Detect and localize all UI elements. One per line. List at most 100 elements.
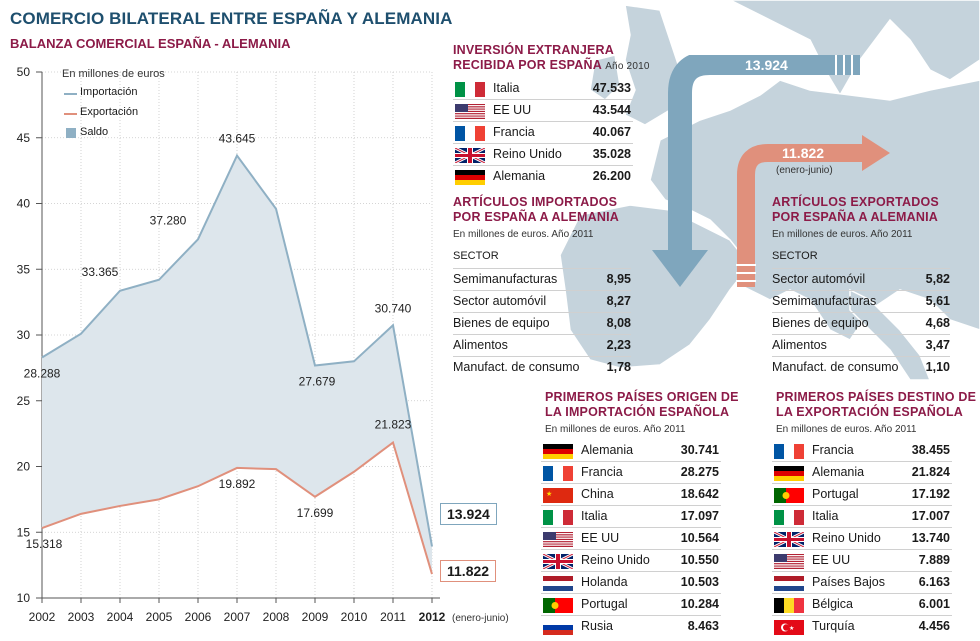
country-name: Francia [812, 443, 854, 457]
table-row: Reino Unido 10.550 [541, 550, 721, 572]
uk-flag [773, 530, 805, 549]
import-line [41, 153, 433, 547]
country-value: 26.200 [592, 169, 631, 183]
country-name: Italia [493, 81, 520, 95]
usa-flag [543, 532, 573, 547]
x-tick-label: 2003 [68, 610, 95, 624]
country-value: 6.163 [918, 575, 950, 589]
table-row: Bienes de equipo 4,68 [772, 313, 950, 335]
export-arrowhead [862, 135, 890, 171]
country-name: Italia [581, 509, 608, 523]
table-row: Francia 40.067 [453, 122, 633, 144]
belgium-flag [774, 598, 804, 613]
data-label: 21.823 [375, 418, 412, 432]
origen-title-line1: PRIMEROS PAÍSES ORIGEN DE [545, 390, 739, 404]
table-row: Portugal 17.192 [772, 484, 952, 506]
country-name: Países Bajos [812, 575, 885, 589]
svg-text:★: ★ [546, 490, 552, 498]
x-tick-label: 2012 [419, 610, 446, 624]
x-tick-label: 2004 [107, 610, 134, 624]
sector-name: Sector automóvil [772, 272, 866, 286]
inversion-note: Año 2010 [605, 61, 650, 72]
data-label: 17.699 [297, 506, 334, 520]
data-label: 27.679 [299, 375, 336, 389]
sector-value: 5,82 [925, 272, 950, 286]
table-row: Francia 28.275 [541, 462, 721, 484]
origen-note: En millones de euros. Año 2011 [545, 424, 686, 435]
data-label: 30.740 [375, 301, 412, 315]
import-arrow [668, 55, 860, 250]
table-row: EE UU 7.889 [772, 550, 952, 572]
chart-unit-label: En millones de euros [62, 68, 165, 80]
x-tick-label: 2009 [302, 610, 329, 624]
country-name: Alemania [493, 169, 546, 183]
country-value: 28.275 [680, 465, 719, 479]
france-flag [543, 466, 573, 481]
country-name: Turquía [812, 619, 855, 633]
trade-arrows [652, 55, 890, 287]
country-name: Rusia [581, 619, 613, 633]
data-label: 19.892 [219, 477, 256, 491]
sector-value: 8,08 [606, 316, 631, 330]
country-name: China [581, 487, 614, 501]
export-arrow-stripes [736, 264, 756, 282]
exportados-title-line1: ARTÍCULOS EXPORTADOS [772, 195, 939, 209]
country-name: EE UU [493, 103, 532, 117]
importados-title: ARTÍCULOS IMPORTADOS POR ESPAÑA A ALEMAN… [453, 195, 619, 225]
sector-name: Semimanufacturas [772, 294, 877, 308]
destino-note: En millones de euros. Año 2011 [776, 424, 917, 435]
sector-header: SECTOR [453, 250, 499, 262]
country-name: Reino Unido [493, 147, 562, 161]
legend-export-swatch [64, 113, 77, 115]
legend-saldo-label: Saldo [80, 126, 109, 138]
germany-flag [774, 466, 804, 481]
x-tick-label: 2008 [263, 610, 290, 624]
trade-balance-chart: 10 15 20 25 30 35 40 45 50 2002 2003 2004 2005 2006 20… [17, 65, 509, 624]
country-value: 38.455 [911, 443, 950, 457]
table-row: Sector automóvil 5,82 [772, 269, 950, 291]
uk-flag [454, 146, 486, 165]
y-tick-label: 10 [17, 591, 31, 605]
scandinavia-shape [729, 0, 980, 97]
export-arrow-value: 11.822 [782, 145, 825, 161]
sector-name: Manufact. de consumo [453, 360, 580, 374]
germany-flag [455, 170, 485, 185]
portugal-flag [774, 488, 804, 503]
saldo-area [42, 155, 432, 575]
inversion-title-line2-text: RECIBIDA POR ESPAÑA [453, 58, 602, 72]
data-label: 28.288 [24, 367, 61, 381]
y-tick-label: 40 [17, 197, 31, 211]
sector-value: 3,47 [925, 338, 950, 352]
russia-flag [543, 620, 573, 635]
table-row: Alimentos 3,47 [772, 335, 950, 357]
sector-value: 5,61 [925, 294, 950, 308]
netherlands-flag [774, 576, 804, 591]
main-title: COMERCIO BILATERAL ENTRE ESPAÑA Y ALEMAN… [10, 9, 453, 28]
table-row: Manufact. de consumo 1,10 [772, 357, 950, 378]
importados-title-line1: ARTÍCULOS IMPORTADOS [453, 195, 618, 209]
x-tick-label: 2002 [29, 610, 56, 624]
country-name: Holanda [581, 575, 628, 589]
destino-table: Francia 38.455 Alemania 21.824 Portugal 17.19… [772, 440, 952, 637]
y-tick-label: 25 [17, 394, 31, 408]
legend-import-label: Importación [80, 86, 138, 98]
sector-name: Alimentos [453, 338, 508, 352]
inversion-title-line2: RECIBIDA POR ESPAÑA Año 2010 [453, 58, 650, 74]
country-value: 18.642 [680, 487, 719, 501]
country-value: 40.067 [592, 125, 631, 139]
table-row: Alemania 21.824 [772, 462, 952, 484]
y-tick-label: 15 [17, 525, 31, 539]
importados-note: En millones de euros. Año 2011 [453, 229, 594, 240]
inversion-table: Italia 47.533 EE UU 43.544 Francia 40.067 R… [453, 78, 633, 187]
import-arrow-value: 13.924 [745, 57, 788, 73]
import-arrowhead [652, 250, 708, 287]
svg-text:★: ★ [789, 625, 794, 632]
table-header: SECTOR [453, 247, 631, 269]
country-name: EE UU [581, 531, 620, 545]
exportados-table: SECTOR Sector automóvil 5,82 Semimanufact… [772, 247, 950, 378]
table-row: ★ Turquía 4.456 [772, 616, 952, 637]
table-row: Italia 17.097 [541, 506, 721, 528]
table-row: Italia 17.007 [772, 506, 952, 528]
sector-name: Bienes de equipo [453, 316, 550, 330]
x-tick-label: 2011 [380, 610, 406, 624]
